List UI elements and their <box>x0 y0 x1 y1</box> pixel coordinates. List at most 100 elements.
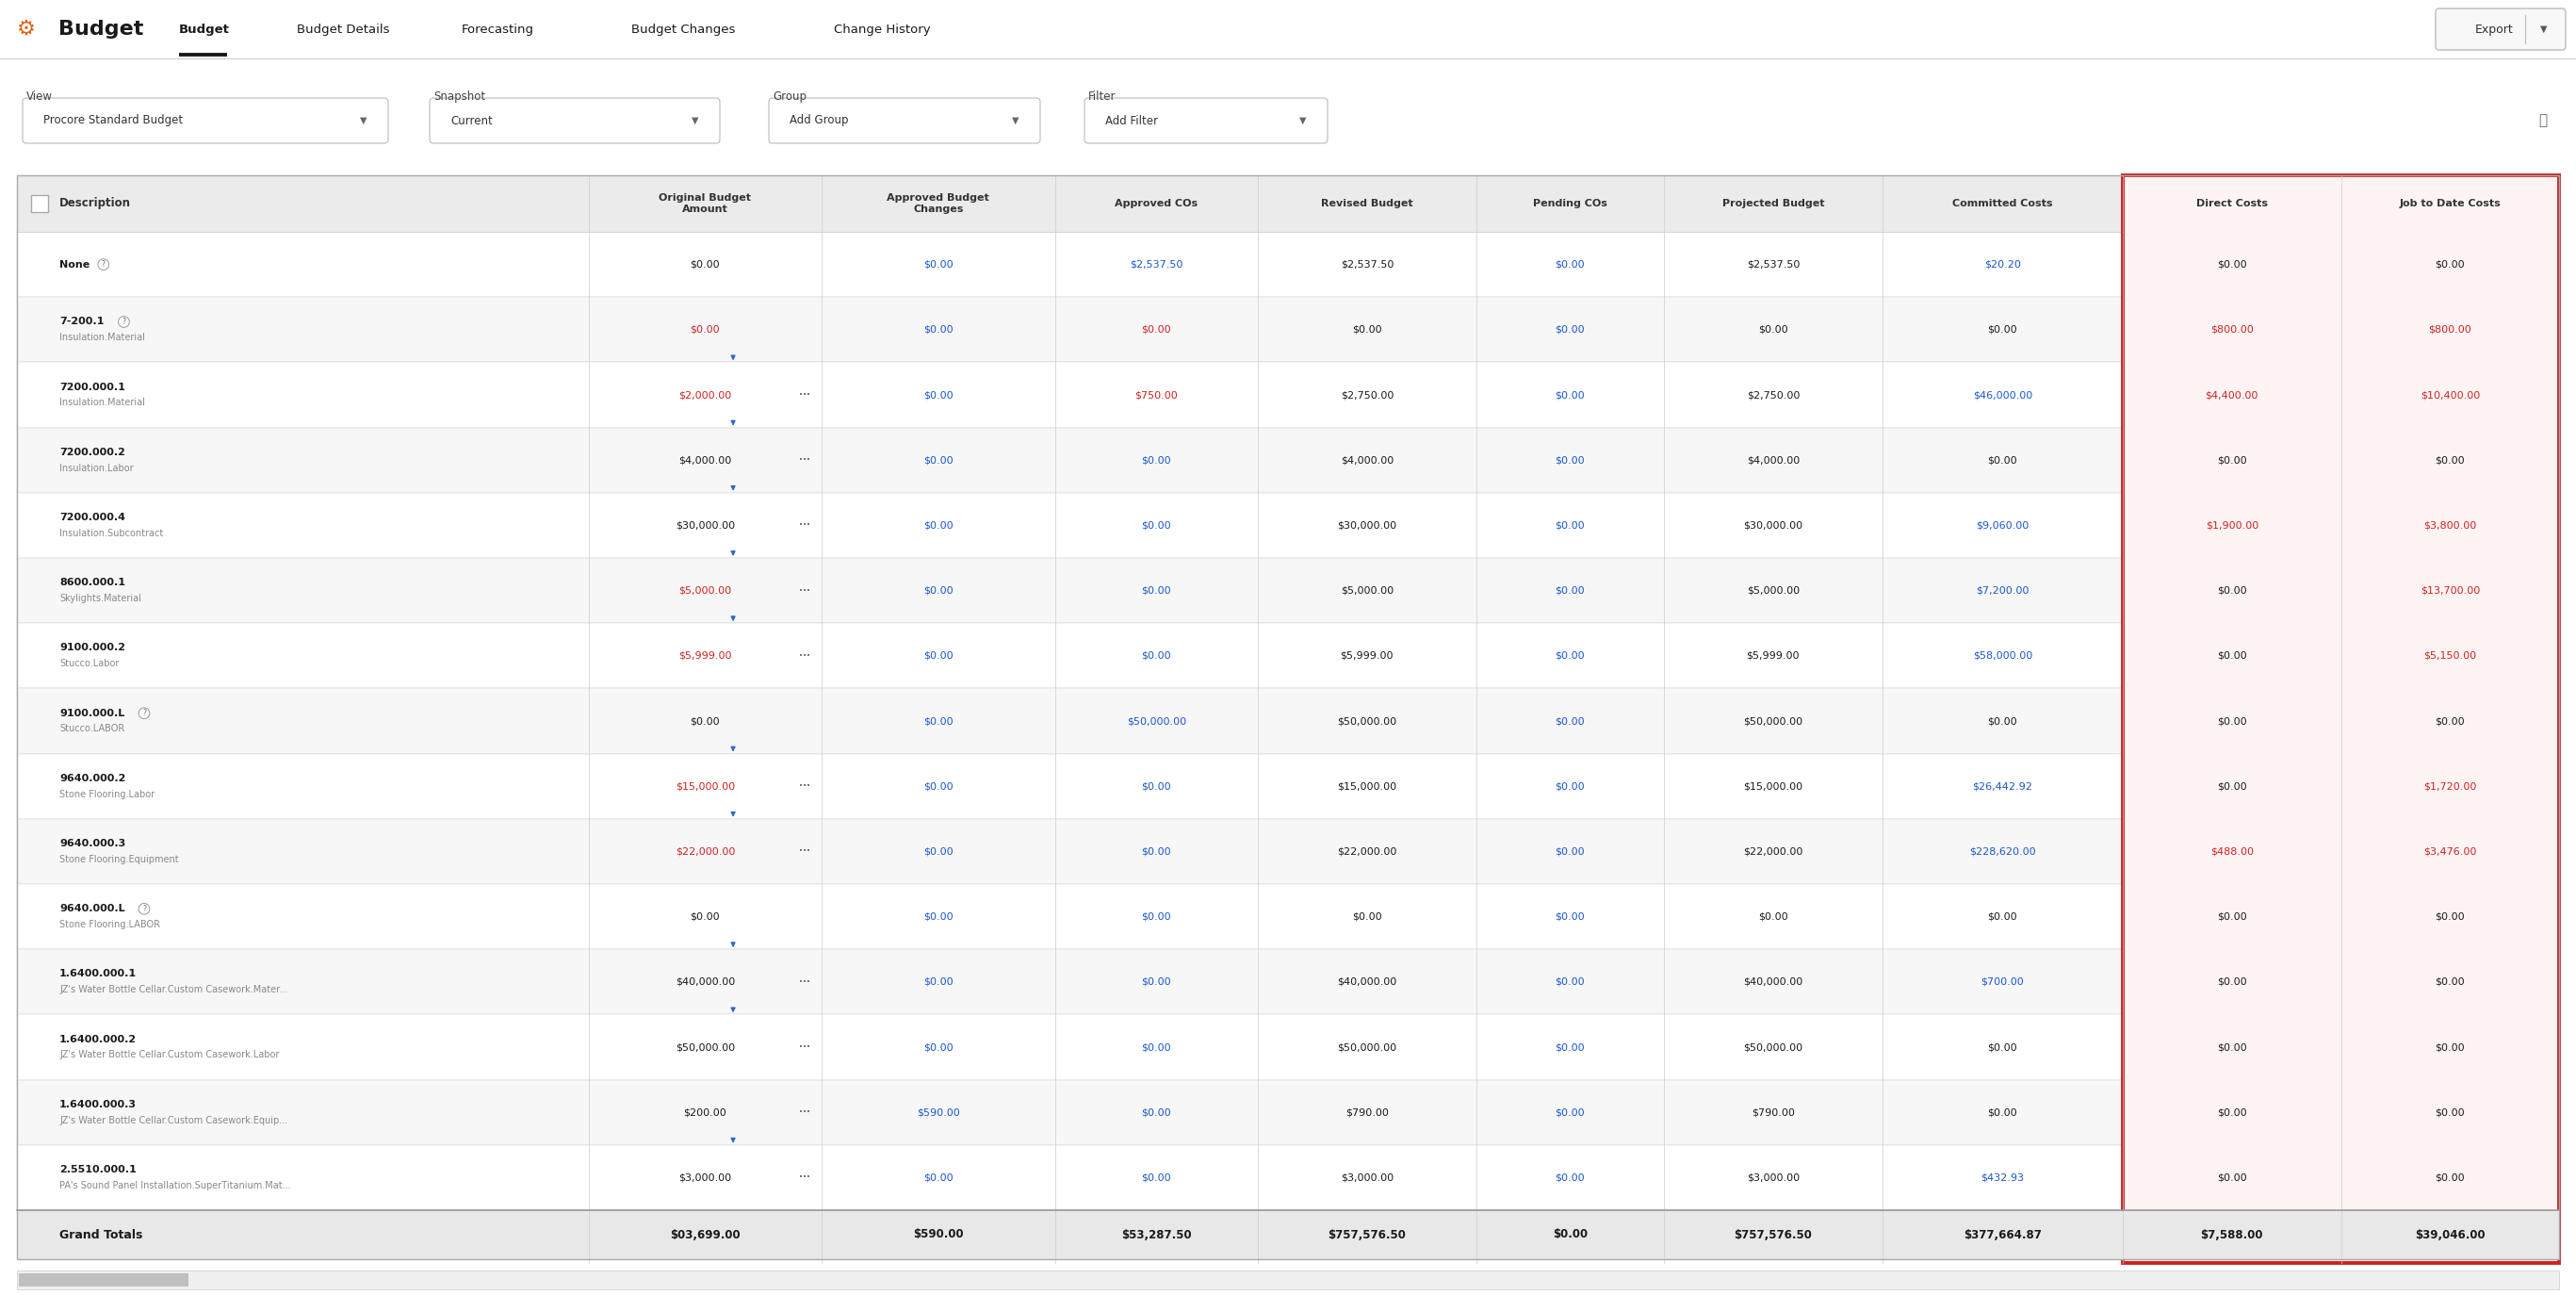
Bar <box>18 1080 2558 1145</box>
Text: $0.00: $0.00 <box>2434 716 2465 725</box>
Text: $0.00: $0.00 <box>922 456 953 465</box>
Text: $3,000.00: $3,000.00 <box>1340 1173 1394 1182</box>
Text: ?: ? <box>142 905 147 913</box>
Text: •••: ••• <box>799 848 811 855</box>
Text: Approved Budget
Changes: Approved Budget Changes <box>886 193 989 214</box>
Text: $0.00: $0.00 <box>1141 978 1172 987</box>
Text: Insulation.Labor: Insulation.Labor <box>59 464 134 473</box>
Text: ?: ? <box>121 317 126 326</box>
Text: Description: Description <box>59 197 131 210</box>
Text: $0.00: $0.00 <box>1556 978 1584 987</box>
Text: $0.00: $0.00 <box>1989 912 2017 921</box>
Text: $0.00: $0.00 <box>2218 1173 2246 1182</box>
Bar <box>18 1145 2558 1210</box>
Text: Projected Budget: Projected Budget <box>1721 199 1824 208</box>
Text: $0.00: $0.00 <box>2218 1107 2246 1118</box>
Text: $757,576.50: $757,576.50 <box>1734 1229 1811 1241</box>
Text: 7200.000.4: 7200.000.4 <box>59 513 126 522</box>
Text: $0.00: $0.00 <box>1141 912 1172 921</box>
Text: $0.00: $0.00 <box>2434 912 2465 921</box>
Text: $0.00: $0.00 <box>2434 260 2465 269</box>
Text: $10,400.00: $10,400.00 <box>2421 390 2481 400</box>
Text: $0.00: $0.00 <box>1556 912 1584 921</box>
Text: •••: ••• <box>799 783 811 789</box>
Text: $3,476.00: $3,476.00 <box>2424 847 2476 856</box>
Text: ▼: ▼ <box>1012 117 1020 126</box>
Text: $0.00: $0.00 <box>1553 1229 1587 1241</box>
Bar <box>18 1270 2558 1290</box>
Text: $30,000.00: $30,000.00 <box>1744 521 1803 530</box>
Bar <box>18 1014 2558 1080</box>
Text: Procore Standard Budget: Procore Standard Budget <box>44 114 183 127</box>
Text: $0.00: $0.00 <box>1556 390 1584 400</box>
Text: $7,200.00: $7,200.00 <box>1976 585 2030 596</box>
Text: $0.00: $0.00 <box>1989 716 2017 725</box>
Bar <box>18 818 2558 884</box>
Bar <box>18 297 2558 363</box>
Text: Stone Flooring.Equipment: Stone Flooring.Equipment <box>59 855 178 864</box>
Text: $58,000.00: $58,000.00 <box>1973 651 2032 660</box>
Text: $50,000.00: $50,000.00 <box>1126 716 1185 725</box>
Text: $0.00: $0.00 <box>1759 912 1788 921</box>
Bar <box>2123 175 2558 1263</box>
Text: Add Group: Add Group <box>791 114 848 127</box>
Text: $0.00: $0.00 <box>2218 456 2246 465</box>
Text: Budget Details: Budget Details <box>296 23 389 35</box>
Text: Filter: Filter <box>1087 91 1115 102</box>
Text: ▼: ▼ <box>2540 25 2548 34</box>
Bar <box>18 1273 188 1286</box>
Text: $0.00: $0.00 <box>922 390 953 400</box>
Text: Stone Flooring.LABOR: Stone Flooring.LABOR <box>59 919 160 930</box>
Text: Revised Budget: Revised Budget <box>1321 199 1414 208</box>
FancyBboxPatch shape <box>768 98 1041 144</box>
Text: $0.00: $0.00 <box>1759 325 1788 334</box>
Text: $40,000.00: $40,000.00 <box>675 978 734 987</box>
Text: 7-200.1: 7-200.1 <box>59 317 103 326</box>
Text: 1.6400.000.3: 1.6400.000.3 <box>59 1099 137 1110</box>
Text: Group: Group <box>773 91 806 102</box>
Text: $0.00: $0.00 <box>1556 585 1584 596</box>
Text: $200.00: $200.00 <box>683 1107 726 1118</box>
Text: $0.00: $0.00 <box>1989 456 2017 465</box>
Text: $4,000.00: $4,000.00 <box>677 456 732 465</box>
Text: $0.00: $0.00 <box>922 260 953 269</box>
Text: $3,000.00: $3,000.00 <box>1747 1173 1801 1182</box>
Text: $0.00: $0.00 <box>1556 456 1584 465</box>
Text: $0.00: $0.00 <box>2434 456 2465 465</box>
Text: 1.6400.000.1: 1.6400.000.1 <box>59 970 137 979</box>
Text: $40,000.00: $40,000.00 <box>1744 978 1803 987</box>
Text: Budget: Budget <box>59 19 144 39</box>
Text: None: None <box>59 260 90 269</box>
Text: $0.00: $0.00 <box>1556 1173 1584 1182</box>
Text: $0.00: $0.00 <box>2434 1042 2465 1052</box>
Text: $0.00: $0.00 <box>922 781 953 791</box>
Text: $757,576.50: $757,576.50 <box>1327 1229 1406 1241</box>
Text: 7200.000.2: 7200.000.2 <box>59 448 126 457</box>
Text: Job to Date Costs: Job to Date Costs <box>2398 199 2501 208</box>
Text: Budget Changes: Budget Changes <box>631 23 734 35</box>
Text: $377,664.87: $377,664.87 <box>1963 1229 2043 1241</box>
Text: $5,000.00: $5,000.00 <box>677 585 732 596</box>
Text: ▼: ▼ <box>693 117 698 126</box>
Text: •••: ••• <box>799 522 811 528</box>
Text: $50,000.00: $50,000.00 <box>1744 716 1803 725</box>
Text: •••: ••• <box>799 1110 811 1115</box>
Text: 1.6400.000.2: 1.6400.000.2 <box>59 1035 137 1044</box>
Text: $0.00: $0.00 <box>1556 325 1584 334</box>
Text: $13,700.00: $13,700.00 <box>2421 585 2481 596</box>
Text: $0.00: $0.00 <box>690 912 721 921</box>
Text: Export: Export <box>2476 23 2514 35</box>
Text: $2,537.50: $2,537.50 <box>1131 260 1182 269</box>
Text: $700.00: $700.00 <box>1981 978 2025 987</box>
Text: $22,000.00: $22,000.00 <box>1744 847 1803 856</box>
Text: Add Filter: Add Filter <box>1105 114 1159 127</box>
Text: $0.00: $0.00 <box>922 912 953 921</box>
Bar <box>18 558 2558 623</box>
Text: $0.00: $0.00 <box>1141 1042 1172 1052</box>
Bar <box>18 754 2558 818</box>
Text: •••: ••• <box>799 1175 811 1180</box>
Text: $0.00: $0.00 <box>1141 847 1172 856</box>
Text: $0.00: $0.00 <box>1556 1107 1584 1118</box>
Text: $750.00: $750.00 <box>1136 390 1177 400</box>
Text: $0.00: $0.00 <box>922 325 953 334</box>
